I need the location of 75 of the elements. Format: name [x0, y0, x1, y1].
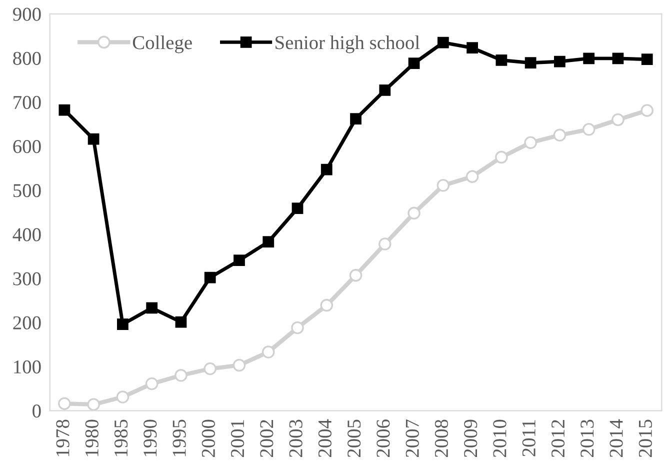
point — [117, 318, 128, 330]
point — [146, 302, 158, 314]
x-tick-label: 2005 — [348, 420, 361, 458]
y-tick-label: 400 — [12, 228, 41, 242]
point — [378, 238, 392, 250]
x-tick-label: 2003 — [289, 420, 302, 458]
y-tick-label: 700 — [14, 96, 41, 110]
point — [292, 202, 304, 214]
point — [58, 104, 70, 116]
point — [350, 113, 362, 125]
y-tick-label: 600 — [13, 140, 41, 154]
x-tick-label: 1980 — [85, 420, 98, 456]
point — [641, 54, 653, 66]
point — [496, 54, 508, 66]
x-tick-label: 1995 — [172, 420, 186, 456]
legend-label: Senior high school — [276, 36, 420, 54]
point — [379, 84, 391, 96]
point — [234, 254, 245, 266]
point — [88, 133, 100, 145]
x-tick-label: 1990 — [144, 420, 157, 456]
point — [612, 113, 624, 126]
y-tick-label: 100 — [14, 360, 41, 374]
point — [640, 104, 654, 117]
y-tick-label: 500 — [14, 184, 41, 198]
point — [495, 150, 508, 164]
point — [116, 390, 130, 404]
x-tick-label: 2009 — [464, 420, 478, 458]
point — [145, 377, 158, 390]
y-tick-label: 800 — [13, 52, 41, 65]
point — [553, 128, 566, 142]
point — [204, 272, 216, 284]
point — [58, 397, 71, 410]
point — [320, 164, 332, 176]
point — [262, 346, 275, 358]
legend-label: College — [132, 36, 192, 54]
point — [204, 362, 216, 376]
point — [175, 316, 187, 328]
point — [612, 52, 624, 64]
point — [408, 58, 420, 69]
point — [524, 136, 537, 150]
point — [466, 170, 479, 183]
x-tick-label: 2012 — [551, 420, 565, 458]
point — [87, 398, 100, 411]
point — [232, 358, 246, 372]
point — [582, 123, 596, 136]
y-tick-label: 900 — [13, 8, 41, 21]
x-tick-label: 2004 — [318, 419, 332, 458]
x-tick-label: 1985 — [114, 420, 128, 456]
point — [320, 298, 334, 312]
point — [583, 52, 595, 64]
x-tick-label: 2007 — [406, 420, 419, 458]
x-tick-label: 2006 — [376, 420, 390, 458]
point — [437, 36, 449, 48]
point — [262, 236, 274, 248]
y-tick-label: 0 — [32, 404, 41, 418]
x-tick-label: 2002 — [260, 420, 274, 458]
x-tick-label: 2000 — [202, 420, 215, 458]
point — [291, 321, 304, 334]
x-tick-label: 2011 — [522, 420, 536, 456]
point — [524, 57, 536, 69]
x-tick-label: 2013 — [580, 420, 594, 458]
x-tick-label: 2010 — [493, 420, 506, 458]
y-tick-label: 300 — [13, 272, 41, 286]
point — [466, 42, 478, 54]
x-tick-label: 2014 — [610, 419, 623, 458]
x-tick-label: 1978 — [56, 420, 70, 456]
point — [554, 56, 566, 68]
x-tick-label: 2001 — [230, 420, 244, 458]
x-tick-label: 2008 — [434, 420, 448, 458]
point — [436, 179, 450, 192]
x-tick-label: 2015 — [638, 420, 652, 458]
y-tick-label: 200 — [13, 316, 41, 330]
point — [174, 368, 188, 382]
point — [408, 206, 420, 220]
point — [349, 268, 362, 282]
